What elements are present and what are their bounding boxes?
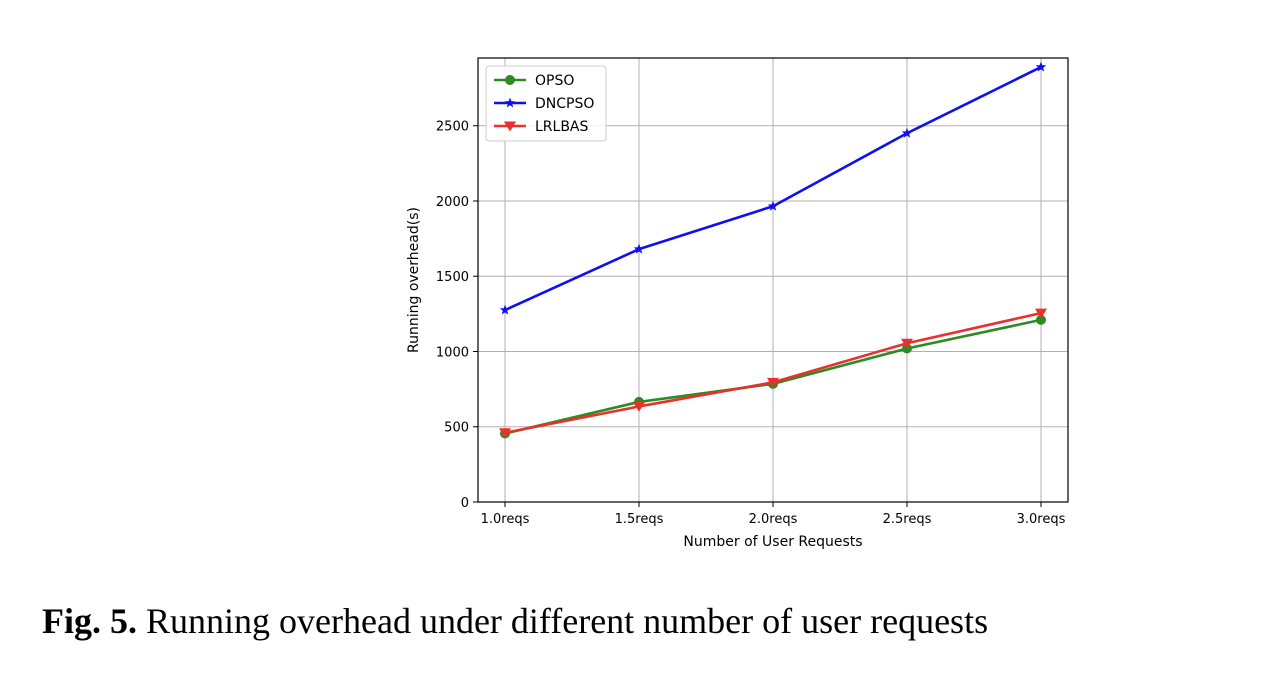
y-tick-label: 2000 bbox=[436, 195, 469, 210]
data-point-dncpso bbox=[499, 304, 511, 315]
x-tick-label: 3.0reqs bbox=[1017, 512, 1066, 527]
data-point-dncpso bbox=[901, 127, 913, 138]
x-tick-label: 2.0reqs bbox=[749, 512, 798, 527]
y-tick-label: 0 bbox=[461, 496, 469, 511]
y-tick-label: 500 bbox=[444, 421, 469, 436]
figure-caption-text: Running overhead under different number … bbox=[146, 601, 989, 641]
legend-label-dncpso: DNCPSO bbox=[535, 96, 594, 112]
legend-marker-opso bbox=[505, 75, 515, 85]
figure-label: Fig. 5. bbox=[42, 601, 137, 641]
figure-caption: Fig. 5. Running overhead under different… bbox=[42, 600, 988, 642]
legend-marker-lrlbas bbox=[504, 121, 516, 132]
x-axis-label: Number of User Requests bbox=[683, 534, 862, 550]
line-chart: 1.0reqs 1.5reqs 2.0reqs 2.5reqs 3.0reqs 0 500 1… bbox=[406, 57, 1069, 550]
data-point-dncpso bbox=[767, 200, 779, 211]
legend-box bbox=[485, 65, 607, 142]
y-tick-label: 1500 bbox=[436, 270, 469, 285]
chart-svg: 1.0reqs 1.5reqs 2.0reqs 2.5reqs 3.0reqs 0 500 1… bbox=[406, 57, 1069, 550]
data-point-lrlbas bbox=[1035, 308, 1047, 319]
legend-label-lrlbas: LRLBAS bbox=[535, 119, 589, 135]
data-point-lrlbas bbox=[901, 338, 913, 349]
data-point-dncpso bbox=[1035, 61, 1047, 72]
legend-marker-dncpso bbox=[504, 97, 516, 108]
x-tick-label: 1.0reqs bbox=[481, 512, 530, 527]
data-point-opso bbox=[1036, 314, 1046, 325]
x-tick-label: 2.5reqs bbox=[883, 512, 932, 527]
legend-label-opso: OPSO bbox=[535, 73, 574, 89]
data-point-lrlbas bbox=[767, 377, 779, 388]
y-tick-label: 1000 bbox=[436, 345, 469, 360]
x-tick-label: 1.5reqs bbox=[615, 512, 664, 527]
y-axis-label: Running overhead(s) bbox=[406, 207, 422, 353]
y-tick-label: 2500 bbox=[436, 120, 469, 135]
data-point-lrlbas bbox=[499, 428, 511, 439]
plot-frame bbox=[477, 57, 1069, 503]
data-point-dncpso bbox=[633, 243, 645, 254]
data-point-lrlbas bbox=[633, 401, 645, 412]
